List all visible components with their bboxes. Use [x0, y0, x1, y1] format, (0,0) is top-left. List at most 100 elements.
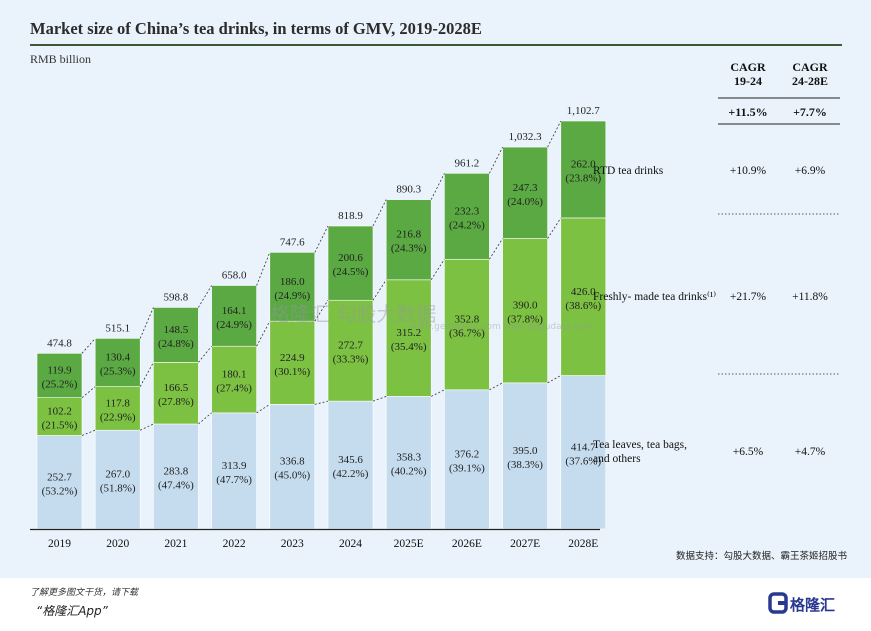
value-label: 119.9	[47, 365, 72, 377]
legend-label-bottom: and others	[593, 453, 641, 465]
share-label: (21.5%)	[42, 420, 78, 432]
value-label: 102.2	[47, 406, 72, 418]
connector-line	[198, 412, 212, 425]
total-label: 961.2	[455, 157, 480, 169]
total-label: 1,102.7	[567, 105, 601, 117]
value-label: 130.4	[105, 351, 130, 363]
bar-segment-bottom	[36, 435, 83, 530]
share-label: (24.9%)	[216, 319, 252, 331]
bar-segment-bottom	[269, 404, 316, 530]
bar-segment-bottom	[385, 396, 432, 530]
value-label: 166.5	[164, 382, 189, 394]
bar-segment-top	[211, 285, 257, 347]
cagr-header-1-line2: 19-24	[734, 74, 762, 88]
share-label: (22.9%)	[100, 411, 136, 423]
bar-segment-middle	[560, 217, 607, 376]
connector-line	[81, 338, 96, 354]
x-tick-label: 2019	[48, 538, 71, 550]
legend-label-top: RTD tea drinks	[593, 165, 664, 177]
share-label: (24.2%)	[449, 219, 485, 231]
value-label: 267.0	[105, 469, 130, 481]
connector-line	[139, 307, 154, 339]
chart-title: Market size of China’s tea drinks, in te…	[30, 19, 482, 38]
bar-segment-middle	[94, 386, 141, 431]
total-label: 598.8	[164, 291, 189, 303]
value-label: 352.8	[455, 314, 480, 326]
bar-segment-bottom	[94, 429, 141, 530]
share-label: (39.1%)	[449, 462, 485, 474]
bar-segment-middle	[36, 397, 83, 436]
bar-segment-bottom	[560, 375, 607, 530]
connector-line	[81, 429, 96, 436]
cagr-value-24-28: +11.8%	[792, 291, 828, 303]
value-label: 164.1	[222, 305, 247, 317]
unit-label: RMB billion	[30, 52, 92, 66]
share-label: (24.0%)	[507, 196, 543, 208]
connector-line	[256, 320, 271, 347]
cagr-total-19-24: +11.5%	[728, 105, 767, 119]
bar-segment-bottom	[327, 400, 374, 530]
cagr-value-19-24: +21.7%	[730, 291, 767, 303]
cagr-total-24-28: +7.7%	[793, 105, 827, 119]
bar-segment-middle	[502, 238, 548, 384]
value-label: 262.0	[571, 158, 596, 170]
stacked-bar-chart: 252.7 (53.2%) 102.2 (21.5%) 119.9 (25.2%) 474.…	[30, 60, 840, 550]
share-label: (25.2%)	[42, 379, 78, 391]
share-label: (36.7%)	[449, 328, 485, 340]
bar-segment-middle	[444, 258, 490, 391]
value-label: 252.7	[47, 471, 72, 483]
total-label: 515.1	[105, 322, 130, 334]
promo-line-2[interactable]: “格隆汇App”	[36, 604, 108, 618]
connector-line	[547, 375, 561, 384]
total-label: 658.0	[222, 270, 247, 282]
share-label: (47.7%)	[216, 474, 252, 486]
bar-segment-top	[444, 173, 490, 260]
source-note: 数据支持：勾股大数据、霸王茶姬招股书	[675, 551, 847, 562]
value-label: 313.9	[222, 460, 247, 472]
cagr-value-24-28: +6.9%	[795, 165, 826, 177]
value-label: 247.3	[513, 182, 538, 194]
connector-line	[372, 199, 387, 227]
bar-segment-top	[269, 252, 316, 322]
connector-line	[256, 252, 271, 286]
bar-segment-middle	[211, 345, 257, 414]
cagr-header-1-line1: CAGR	[730, 60, 766, 74]
bar-segment-middle	[327, 299, 374, 402]
value-label: 358.3	[396, 452, 421, 464]
bar-segment-middle	[385, 279, 432, 397]
bar-segment-top	[36, 353, 83, 398]
value-label: 283.8	[164, 465, 189, 477]
x-tick-label: 2025E	[394, 538, 424, 550]
value-label: 315.2	[396, 327, 421, 339]
share-label: (38.3%)	[507, 459, 543, 471]
bar-segment-top	[385, 199, 432, 281]
connector-line	[430, 259, 445, 281]
x-tick-label: 2027E	[510, 538, 540, 550]
value-label: 345.6	[338, 454, 363, 466]
bar-segment-top	[560, 120, 607, 219]
x-tick-label: 2028E	[568, 538, 598, 550]
connector-line	[139, 362, 154, 387]
value-label: 216.8	[396, 229, 421, 241]
connector-line	[489, 238, 503, 260]
share-label: (30.1%)	[274, 366, 310, 378]
total-label: 747.6	[280, 236, 305, 248]
connector-line	[489, 382, 503, 391]
share-label: (35.4%)	[391, 341, 427, 353]
value-label: 390.0	[513, 300, 538, 312]
bar-segment-top	[327, 225, 374, 301]
connector-line	[256, 404, 271, 414]
connector-line	[198, 345, 212, 363]
total-label: 1,032.3	[509, 131, 543, 143]
share-label: (37.8%)	[507, 314, 543, 326]
connector-line	[547, 120, 562, 148]
value-label: 336.8	[280, 456, 305, 468]
cagr-value-19-24: +10.9%	[730, 165, 767, 177]
title-divider	[30, 44, 842, 46]
share-label: (40.2%)	[391, 466, 427, 478]
bar-segment-bottom	[211, 412, 257, 530]
cagr-value-24-28: +4.7%	[795, 446, 826, 458]
share-label: (27.4%)	[216, 383, 252, 395]
bar-segment-middle	[269, 320, 316, 405]
